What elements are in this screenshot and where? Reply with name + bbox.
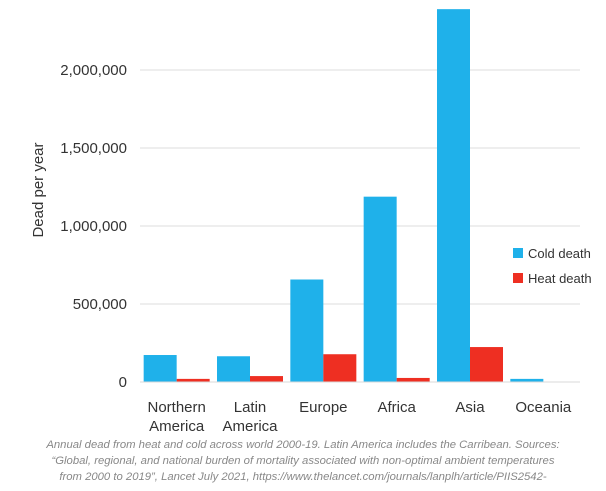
bar-chart: 0 500,000 1,000,000 1,500,000 2,000,000 Dead… <box>30 9 592 435</box>
bar-cold-death <box>143 355 177 382</box>
bar-cold-death <box>290 279 324 382</box>
caption-line: from 2000 to 2019”, Lancet July 2021, ht… <box>59 471 547 483</box>
bar-cold-death <box>363 196 397 382</box>
legend-swatch-cold <box>513 248 523 258</box>
caption-line: Annual dead from heat and cold across wo… <box>46 439 560 451</box>
bar-cold-death <box>217 356 250 382</box>
x-category-label: Europe <box>299 399 347 416</box>
x-category-label: Africa <box>377 399 416 416</box>
y-tick-label: 1,500,000 <box>60 140 127 157</box>
x-category-label: Asia <box>455 399 485 416</box>
legend-swatch-heat <box>513 273 523 283</box>
bar-heat-death <box>176 378 210 382</box>
y-tick-label: 2,000,000 <box>60 62 127 79</box>
figure-caption: Annual dead from heat and cold across wo… <box>0 437 606 485</box>
y-tick-label: 1,000,000 <box>60 218 127 235</box>
bar-heat-death <box>250 376 283 382</box>
legend: Cold death Heat death <box>513 246 592 286</box>
bar-cold-death <box>437 9 470 382</box>
caption-line: “Global, regional, and national burden o… <box>51 455 555 467</box>
bar-cold-death <box>510 378 544 382</box>
x-category-label: Latin America <box>222 399 278 435</box>
legend-label-cold: Cold death <box>528 246 591 261</box>
grid-lines <box>140 69 580 305</box>
bar-heat-death <box>323 354 357 382</box>
y-tick-label: 0 <box>119 374 127 391</box>
y-tick-label: 500,000 <box>73 296 127 313</box>
y-axis-label: Dead per year <box>30 142 47 237</box>
x-category-label: Northern America <box>147 399 205 435</box>
x-category-label: Oceania <box>515 399 572 416</box>
y-axis-ticks: 0 500,000 1,000,000 1,500,000 2,000,000 <box>60 62 127 391</box>
bars <box>143 9 577 382</box>
x-axis-categories: Northern America Latin America Europe Africa A… <box>147 399 571 435</box>
bar-heat-death <box>470 347 503 382</box>
bar-heat-death <box>396 377 430 382</box>
legend-label-heat: Heat death <box>528 271 592 286</box>
